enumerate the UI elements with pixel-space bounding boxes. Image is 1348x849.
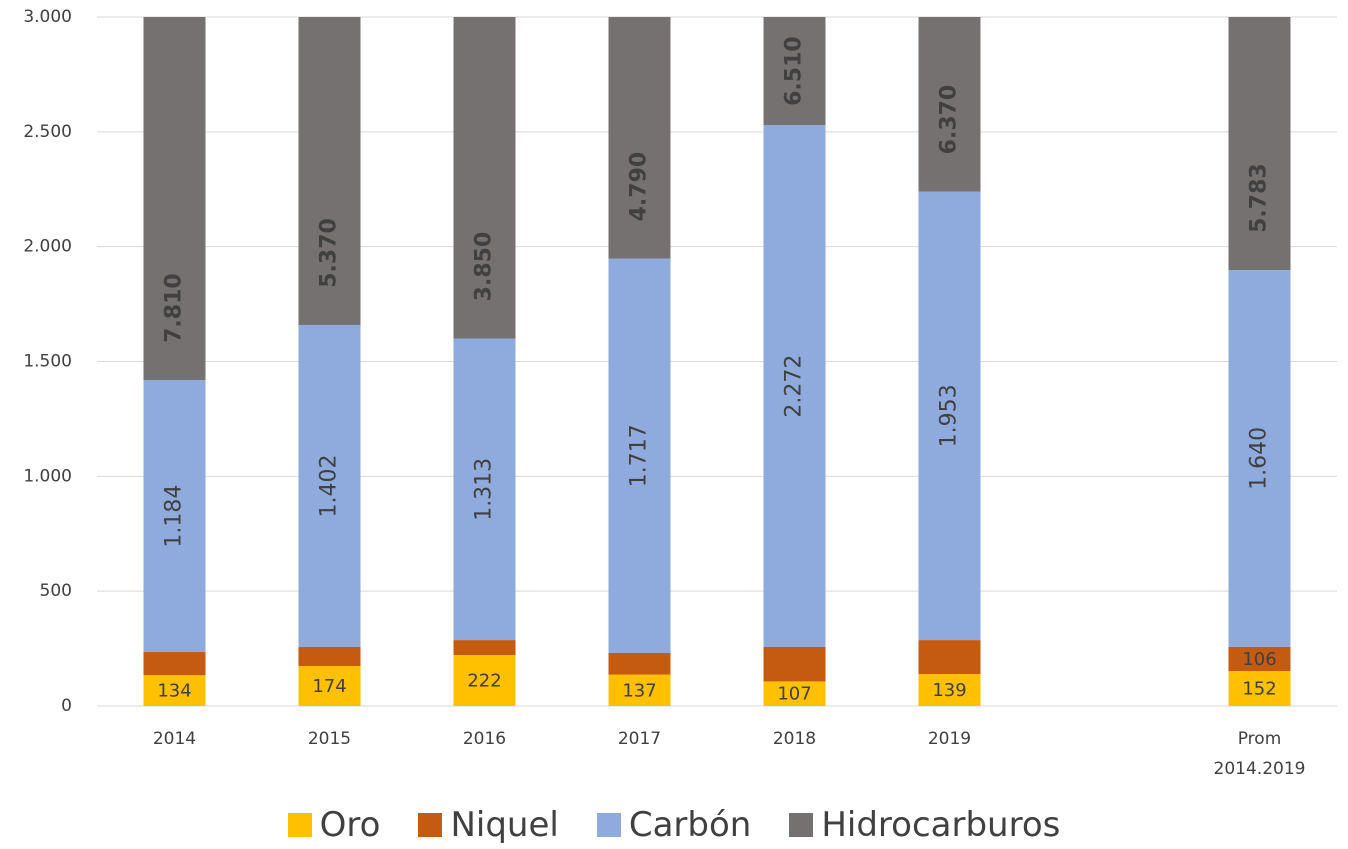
x-tick-label: 2015 (307, 729, 352, 749)
bar-segment (608, 674, 671, 706)
bar-segment (298, 646, 361, 667)
y-tick-label: 1.000 (23, 466, 72, 486)
data-label: 1.402 (317, 454, 342, 517)
data-label: 2.272 (782, 355, 807, 418)
bar-segment (608, 652, 671, 675)
bar-segment (918, 674, 981, 706)
data-label: 152 (1242, 679, 1276, 700)
labels: 0 500 1.000 1.500 2.000 2.500 3.000 134 1.184 7.8… (23, 7, 1276, 716)
bar-segment (918, 191, 981, 641)
legend-item: Carbón (596, 805, 752, 845)
data-label: 1.184 (162, 485, 187, 548)
legend-item: Niquel (418, 805, 559, 845)
data-label: 1.640 (1247, 427, 1272, 490)
bar-segment (608, 258, 671, 653)
bar-segment (1228, 671, 1291, 706)
data-label: 5.783 (1247, 163, 1272, 233)
data-label: 1.953 (937, 384, 962, 447)
x-tick-label: 2016 (462, 729, 507, 749)
bar-segment (453, 338, 516, 641)
bar-segment (1228, 270, 1291, 647)
bar-segment (763, 17, 826, 126)
bar-segment (453, 640, 516, 656)
bar-segment (608, 17, 671, 259)
bar-segment (298, 17, 361, 325)
bar-segment (453, 655, 516, 706)
x-tick-label: 2019 (927, 729, 972, 749)
bar-segment (918, 640, 981, 675)
bar-segment (143, 652, 206, 676)
bar-segment (918, 17, 981, 192)
data-label: 134 (157, 681, 191, 702)
data-label: 3.850 (472, 232, 497, 302)
y-tick-label: 2.500 (23, 122, 72, 142)
y-tick-label: 0 (61, 696, 72, 716)
data-label: 6.510 (782, 36, 807, 106)
bar-segment (763, 646, 826, 682)
legend-item: Hidrocarburos (789, 805, 1060, 845)
bars (143, 17, 1291, 706)
y-tick-label: 500 (40, 581, 72, 601)
y-tick-label: 2.000 (23, 237, 72, 257)
y-tick-label: 3.000 (23, 7, 72, 27)
bar-segment (763, 681, 826, 706)
bar-segment (1228, 646, 1291, 672)
data-label: 1.717 (627, 424, 652, 487)
legend-swatch (596, 813, 621, 837)
data-label: 174 (312, 676, 346, 697)
legend-label: Oro (319, 805, 381, 845)
data-label: 222 (467, 671, 501, 692)
legend-label: Carbón (628, 805, 752, 845)
legend-swatch (418, 813, 443, 837)
bar-segment (143, 380, 206, 653)
bar-segment (143, 17, 206, 381)
bar-segment (763, 125, 826, 647)
data-label: 6.370 (937, 85, 962, 155)
data-label: 106 (1242, 649, 1276, 670)
bar-segment (298, 324, 361, 647)
data-label: 139 (932, 680, 966, 701)
chart: 0 500 1.000 1.500 2.000 2.500 3.000 134 1.184 7.8… (23, 7, 1337, 716)
x-tick-label: 2017 (617, 729, 662, 749)
y-tick-label: 1.500 (23, 352, 72, 372)
x-tick-label: Prom 2014.2019 (1213, 729, 1306, 779)
data-label: 1.313 (472, 458, 497, 521)
data-label: 4.790 (627, 152, 652, 222)
data-label: 137 (622, 680, 656, 701)
legend-label: Niquel (450, 805, 559, 845)
bar-segment (453, 17, 516, 339)
x-tick-label: 2014 (152, 729, 197, 749)
bar-segment (1228, 17, 1291, 271)
data-label: 7.810 (162, 273, 187, 343)
x-tick-label: 2018 (772, 729, 817, 749)
legend-label: Hidrocarburos (821, 805, 1061, 845)
data-label: 107 (777, 684, 811, 705)
bar-segment (298, 666, 361, 706)
bar-segment (143, 675, 206, 706)
data-label: 5.370 (317, 218, 342, 288)
legend-swatch (789, 813, 814, 837)
legend-swatch (287, 813, 312, 837)
grid (97, 16, 1337, 707)
legend-item: Oro (287, 805, 381, 845)
legend: Oro Niquel Carbón Hidrocarburos (0, 805, 1348, 845)
